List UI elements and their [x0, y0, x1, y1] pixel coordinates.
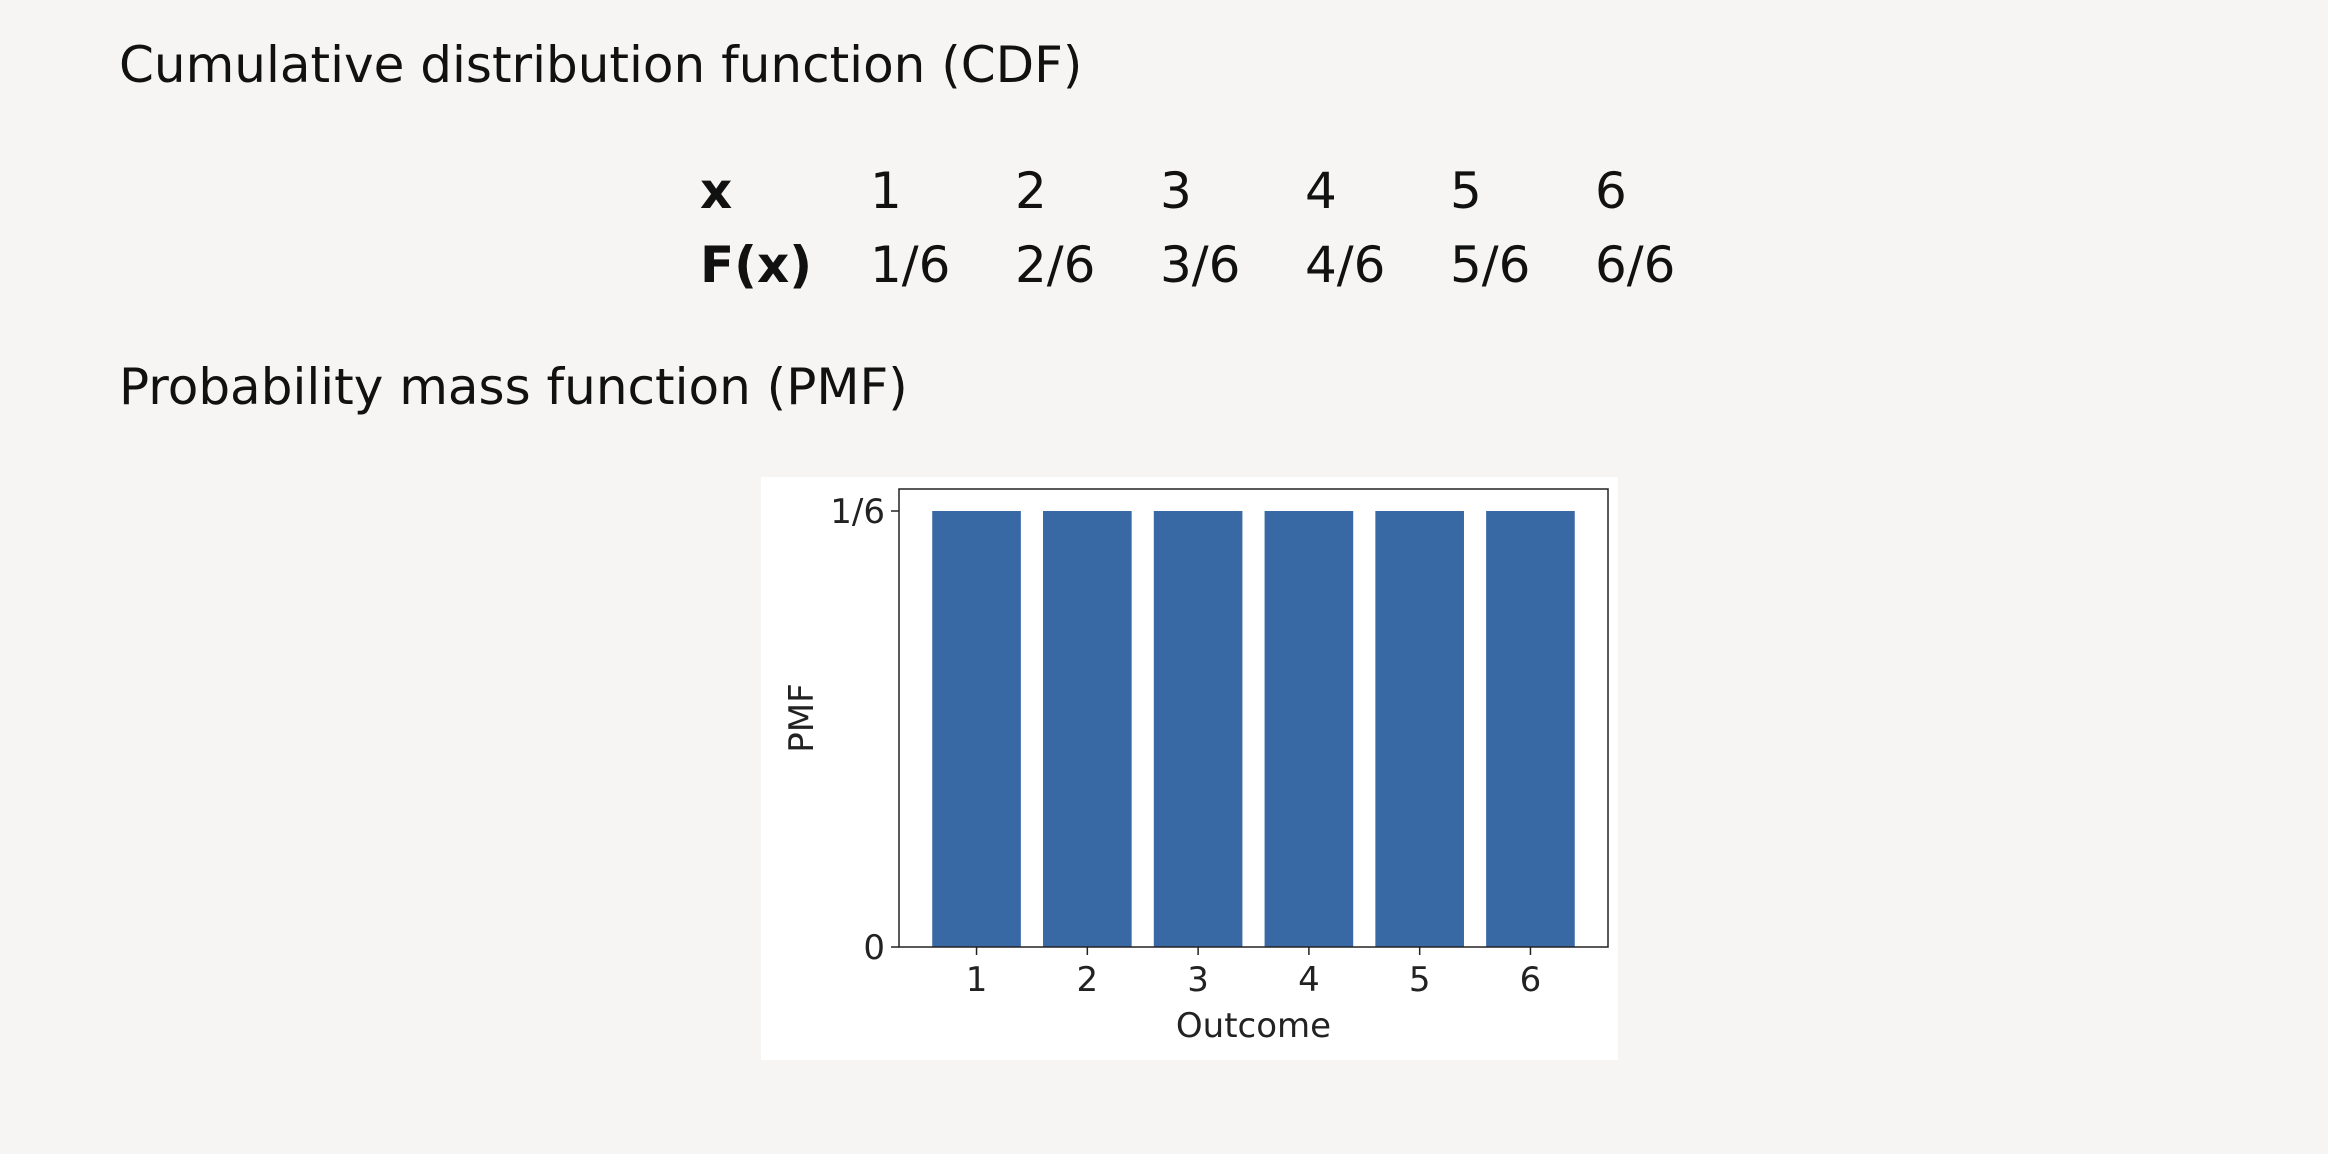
bar-5 — [1375, 511, 1464, 947]
x-tick-label: 6 — [1520, 960, 1542, 1000]
cdf-x-value: 6 — [1595, 162, 1627, 220]
bar-6 — [1486, 511, 1575, 947]
x-tick-label: 1 — [966, 960, 988, 1000]
y-tick-label: 0 — [863, 928, 885, 968]
cdf-x-label: x — [700, 162, 733, 220]
cdf-f-value: 6/6 — [1595, 236, 1676, 294]
pmf-chart: 0 1/6 1 2 3 4 5 6 Outcome PMF — [761, 477, 1618, 1060]
cdf-x-value: 1 — [870, 162, 902, 220]
cdf-f-label: F(x) — [700, 236, 813, 294]
pmf-chart-svg: 0 1/6 1 2 3 4 5 6 Outcome PMF — [782, 488, 1609, 1046]
cdf-f-value: 4/6 — [1305, 236, 1386, 294]
bar-3 — [1153, 511, 1243, 947]
x-axis-label: Outcome — [1176, 1006, 1331, 1046]
cdf-x-value: 5 — [1450, 162, 1482, 220]
y-tick-label: 1/6 — [830, 492, 885, 532]
x-tick-label: 4 — [1298, 960, 1320, 1000]
cdf-f-value: 2/6 — [1015, 236, 1096, 294]
x-axis: 1 2 3 4 5 6 — [966, 947, 1542, 1000]
x-tick-label: 3 — [1187, 960, 1209, 1000]
bar-2 — [1043, 511, 1132, 947]
y-axis: 0 1/6 — [830, 492, 899, 968]
cdf-heading: Cumulative distribution function (CDF) — [119, 36, 1083, 94]
cdf-x-value: 2 — [1015, 162, 1047, 220]
cdf-f-value: 3/6 — [1160, 236, 1241, 294]
bar-4 — [1264, 511, 1354, 947]
y-axis-label: PMF — [782, 683, 822, 752]
cdf-x-value: 3 — [1160, 162, 1192, 220]
bar-1 — [932, 511, 1021, 947]
x-tick-label: 5 — [1409, 960, 1431, 1000]
plot-area-frame — [898, 488, 1609, 948]
cdf-f-value: 5/6 — [1450, 236, 1531, 294]
cdf-f-value: 1/6 — [870, 236, 951, 294]
cdf-x-value: 4 — [1305, 162, 1337, 220]
x-tick-label: 2 — [1077, 960, 1099, 1000]
bars-layer — [932, 511, 1575, 947]
pmf-heading: Probability mass function (PMF) — [119, 358, 908, 416]
